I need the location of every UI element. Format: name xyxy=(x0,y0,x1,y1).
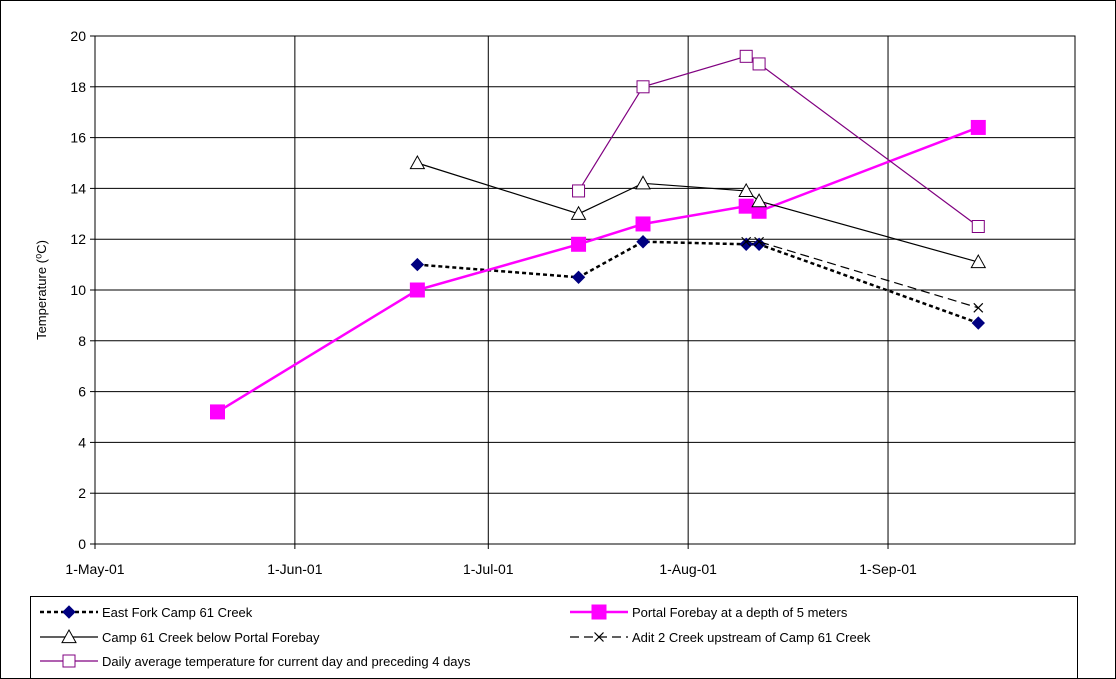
x-marker-stroke xyxy=(754,236,765,247)
y-tick-label: 0 xyxy=(78,536,86,552)
y-tick-label: 16 xyxy=(70,130,86,146)
legend-entry: Daily average temperature for current da… xyxy=(40,654,471,669)
x-marker-stroke xyxy=(973,302,984,313)
x-marker-stroke xyxy=(741,236,752,247)
data-point xyxy=(970,254,987,269)
plot-area: 0 2 4 6 8 10 12 14 16 18 20 1-May-01 1-Jun-01 1-Jul-0… xyxy=(65,28,1076,577)
data-point xyxy=(409,154,426,170)
data-point xyxy=(572,184,586,198)
series-2 xyxy=(210,119,986,420)
series-line xyxy=(746,241,979,309)
x-tick-label: 1-Sep-01 xyxy=(859,561,917,577)
data-point xyxy=(738,198,754,214)
legend-entry: Portal Forebay at a depth of 5 meters xyxy=(570,604,848,620)
data-point xyxy=(970,119,986,135)
y-tick-label: 18 xyxy=(70,79,86,95)
legend-entry: Adit 2 Creek upstream of Camp 61 Creek xyxy=(570,630,871,645)
legend-label: Camp 61 Creek below Portal Forebay xyxy=(102,630,320,645)
y-tick-label: 20 xyxy=(70,28,86,44)
y-tick-label: 14 xyxy=(70,180,86,196)
data-point xyxy=(752,57,766,71)
legend-label: East Fork Camp 61 Creek xyxy=(102,605,253,620)
data-point xyxy=(409,282,425,298)
y-axis-title: Temperature (⁰C) xyxy=(34,240,49,340)
data-point xyxy=(61,628,77,644)
data-point xyxy=(751,193,767,208)
legend-entry: Camp 61 Creek below Portal Forebay xyxy=(40,628,320,645)
data-point xyxy=(973,302,984,313)
series-layer xyxy=(210,49,987,420)
series-3 xyxy=(409,154,987,269)
x-marker-stroke xyxy=(594,632,604,642)
legend-entry: East Fork Camp 61 Creek xyxy=(40,605,253,620)
data-point xyxy=(571,236,587,252)
data-point xyxy=(594,632,604,642)
y-tick-label: 2 xyxy=(78,485,86,501)
x-tick-label: 1-Jul-01 xyxy=(463,561,514,577)
x-tick-label: 1-May-01 xyxy=(65,561,124,577)
legend-label: Daily average temperature for current da… xyxy=(102,654,471,669)
x-tick-label: 1-Jun-01 xyxy=(267,561,322,577)
data-point xyxy=(739,49,753,63)
data-point xyxy=(738,182,755,198)
data-point xyxy=(62,605,76,619)
series-4 xyxy=(741,236,984,313)
data-point xyxy=(741,236,752,247)
y-tick-label: 12 xyxy=(70,231,86,247)
x-tick-label: 1-Aug-01 xyxy=(659,561,717,577)
data-point xyxy=(971,316,985,330)
data-point xyxy=(754,236,765,247)
legend-box xyxy=(30,596,1078,679)
data-point xyxy=(571,270,586,285)
y-tick-label: 6 xyxy=(78,384,86,400)
data-point xyxy=(591,604,607,620)
y-tick-label: 8 xyxy=(78,333,86,349)
legend-label: Adit 2 Creek upstream of Camp 61 Creek xyxy=(632,630,871,645)
y-tick-label: 10 xyxy=(70,282,86,298)
series-line xyxy=(417,240,979,325)
series-5 xyxy=(572,49,985,233)
data-point xyxy=(636,235,650,249)
data-point xyxy=(62,654,76,668)
legend: East Fork Camp 61 Creek Portal Forebay at… xyxy=(30,596,1078,679)
series-line xyxy=(417,162,979,263)
axes: 0 2 4 6 8 10 12 14 16 18 20 1-May-01 1-Jun-01 1-Jul-0… xyxy=(65,28,917,577)
data-point xyxy=(635,175,651,190)
legend-label: Portal Forebay at a depth of 5 meters xyxy=(632,605,848,620)
data-point xyxy=(635,216,651,232)
y-tick-label: 4 xyxy=(78,434,86,450)
data-point xyxy=(570,205,587,220)
data-point xyxy=(210,404,225,420)
data-point xyxy=(971,220,985,233)
data-point xyxy=(636,80,650,94)
data-point xyxy=(410,257,425,272)
